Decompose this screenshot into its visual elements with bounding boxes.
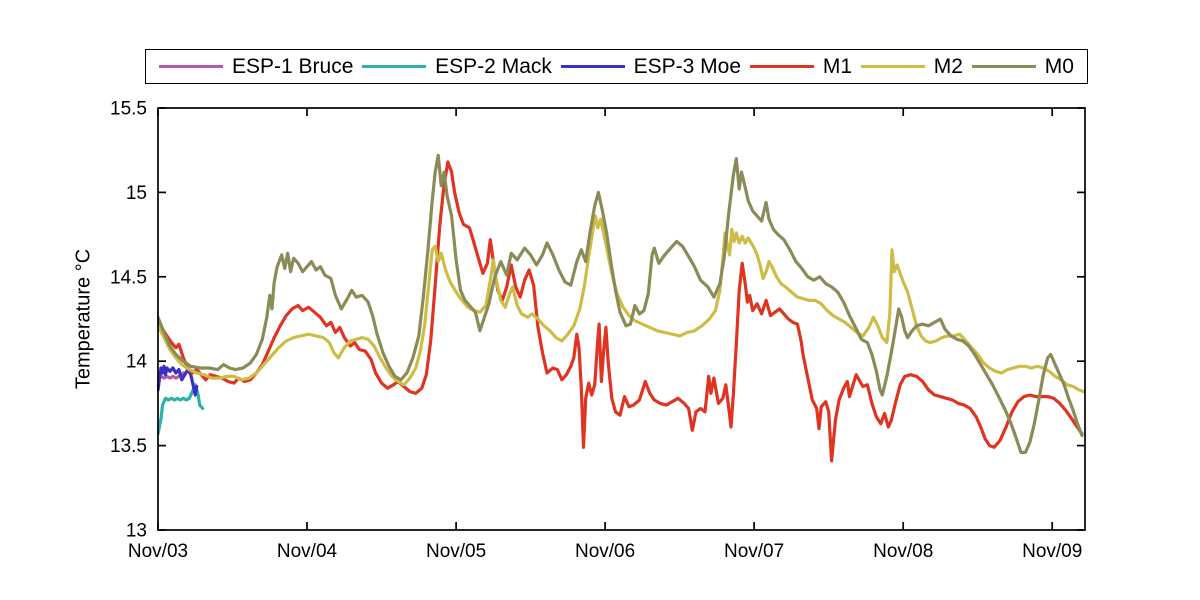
y-tick-label: 14 (126, 352, 148, 373)
legend-label: ESP-2 Mack (435, 55, 552, 78)
legend-swatch (749, 64, 814, 69)
y-tick-label: 15 (126, 183, 147, 204)
axes (157, 107, 1086, 531)
legend-swatch (971, 64, 1036, 69)
legend-item-m1: M1 (749, 55, 853, 78)
series-layer (157, 153, 1086, 463)
y-tick-label: 13.5 (110, 436, 147, 457)
x-tick-label: Nov/04 (277, 541, 338, 562)
legend-item-m0: M0 (971, 55, 1074, 78)
legend-label: M2 (933, 55, 963, 78)
legend-swatch (159, 64, 223, 69)
y-tick-label: 14.5 (110, 267, 147, 288)
x-tick-label: Nov/03 (128, 541, 188, 562)
legend-swatch (362, 64, 427, 69)
x-tick-label: Nov/05 (426, 541, 486, 562)
x-tick-label: Nov/09 (1022, 541, 1082, 562)
legend: ESP-1 Bruce ESP-2 Mack ESP-3 Moe M1 M2 M0 (145, 49, 1088, 84)
legend-item-esp-1-bruce: ESP-1 Bruce (159, 56, 353, 77)
x-tick-label: Nov/08 (873, 541, 933, 562)
y-tick-label: 15.5 (110, 99, 147, 120)
legend-label: M1 (822, 55, 853, 78)
legend-label: M0 (1044, 55, 1074, 78)
x-tick-label: Nov/07 (724, 541, 784, 562)
legend-item-esp-3-moe: ESP-3 Moe (560, 55, 742, 78)
y-tick-label: 13 (126, 521, 147, 542)
series-line-esp-3-moe (157, 364, 199, 397)
series-line-m0 (157, 153, 1084, 454)
x-tick-label: Nov/06 (575, 541, 635, 562)
legend-label: ESP-1 Bruce (232, 55, 354, 78)
series-line-m2 (157, 214, 1086, 394)
series-line-m1 (157, 160, 1084, 463)
legend-item-m2: M2 (860, 55, 963, 78)
legend-label: ESP-3 Moe (633, 55, 742, 78)
legend-swatch (560, 64, 625, 69)
tick-labels: Nov/03 Nov/04 Nov/05 Nov/06 Nov/07 Nov/08 Nov/… (110, 99, 1082, 563)
legend-item-esp-2-mack: ESP-2 Mack (362, 56, 552, 77)
legend-swatch (860, 64, 925, 69)
